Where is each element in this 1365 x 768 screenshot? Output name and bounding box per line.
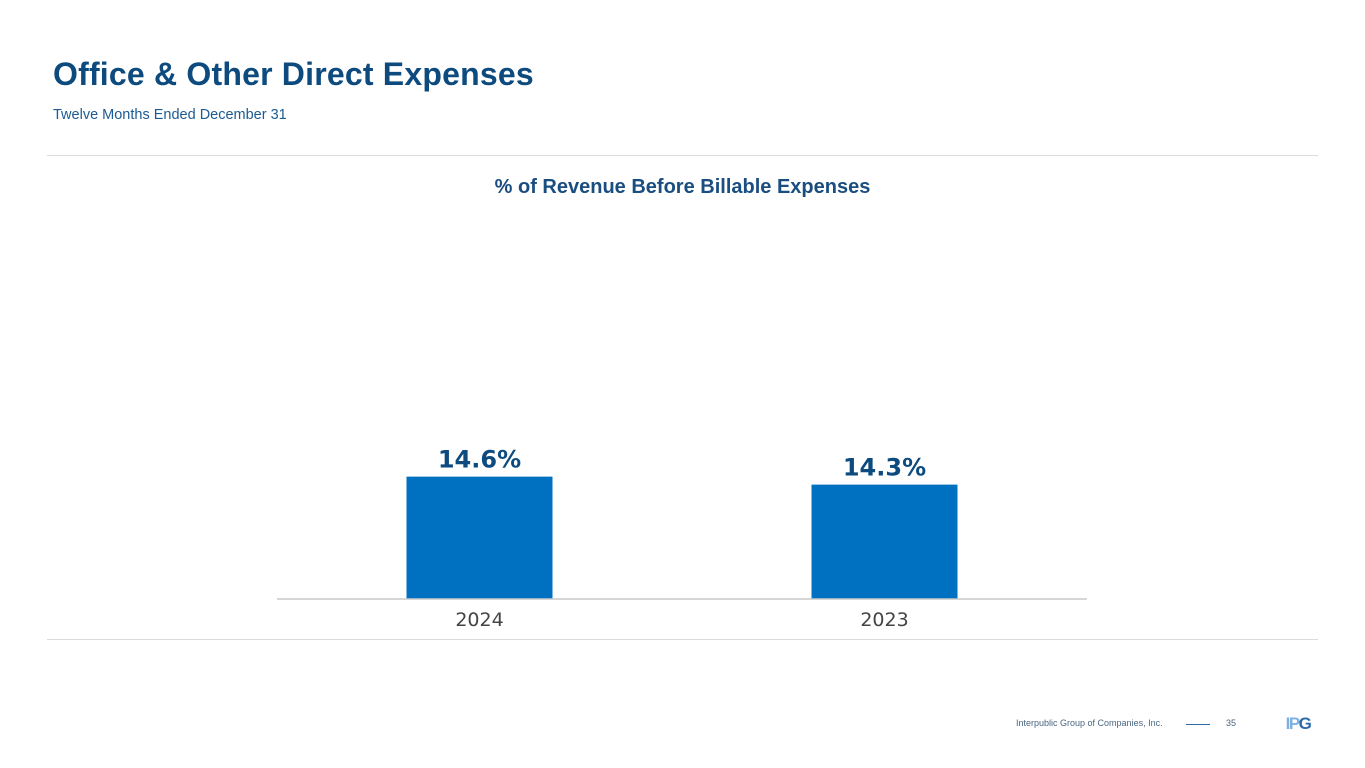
ipg-logo-text: IPG — [1286, 714, 1312, 732]
chart-title: % of Revenue Before Billable Expenses — [494, 176, 871, 198]
ipg-logo: IPG — [1286, 714, 1314, 732]
bar-2023 — [811, 484, 958, 599]
x-tick-2023: 2023 — [860, 609, 908, 631]
chart-bars — [406, 476, 958, 599]
page-number: 35 — [1226, 718, 1237, 728]
data-label-2023: 14.3% — [843, 454, 926, 482]
chart-labels: 14.6% 2024 14.3% 2023 — [438, 446, 926, 631]
footer-company: Interpublic Group of Companies, Inc. — [1016, 718, 1163, 728]
data-label-2024: 14.6% — [438, 446, 521, 474]
bottom-divider — [47, 639, 1318, 640]
page-subtitle: Twelve Months Ended December 31 — [53, 107, 287, 123]
x-tick-2024: 2024 — [455, 609, 503, 631]
bar-2024 — [406, 476, 553, 599]
page-title: Office & Other Direct Expenses — [53, 56, 534, 92]
top-divider — [47, 155, 1318, 156]
footer-rule — [1186, 724, 1210, 725]
